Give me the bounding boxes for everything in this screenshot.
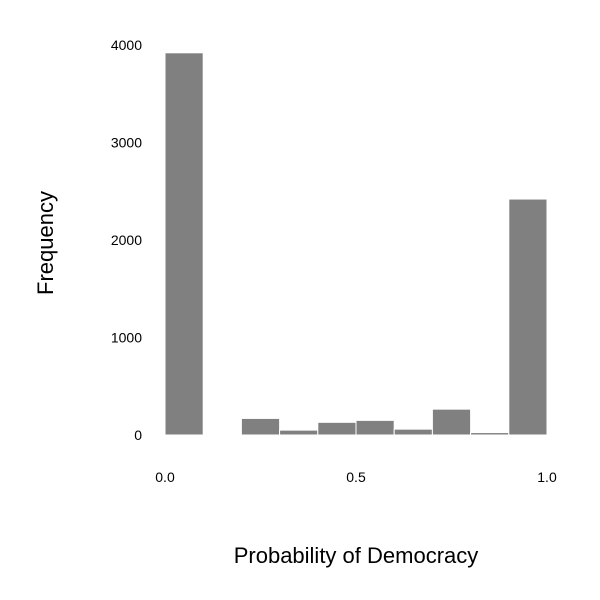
histogram-bars [164,52,548,436]
y-tick-label-4: 4000 [111,37,142,53]
histogram-bar-8 [470,432,510,436]
y-tick-label-3: 3000 [111,135,142,151]
y-tick-label-1: 1000 [111,330,142,346]
x-axis-title: Probability of Democracy [234,543,479,568]
histogram-bar-0 [164,52,204,436]
x-axis-ticks: 0.0 0.5 1.0 [155,469,557,485]
y-tick-label-2: 2000 [111,232,142,248]
x-tick-label-0: 0.0 [155,469,175,485]
x-tick-label-2: 1.0 [537,469,557,485]
y-axis-title: Frequency [33,191,58,295]
y-axis-ticks: 0 1000 2000 3000 4000 [111,37,142,443]
histogram-bar-2 [240,417,281,436]
histogram-bar-5 [355,419,395,436]
x-tick-label-1: 0.5 [346,469,366,485]
histogram-bar-9 [508,198,548,436]
y-tick-label-0: 0 [134,427,142,443]
histogram-bar-3 [279,429,319,436]
histogram-bar-7 [431,408,472,436]
histogram-bar-4 [317,421,357,436]
histogram-bar-6 [393,428,433,436]
